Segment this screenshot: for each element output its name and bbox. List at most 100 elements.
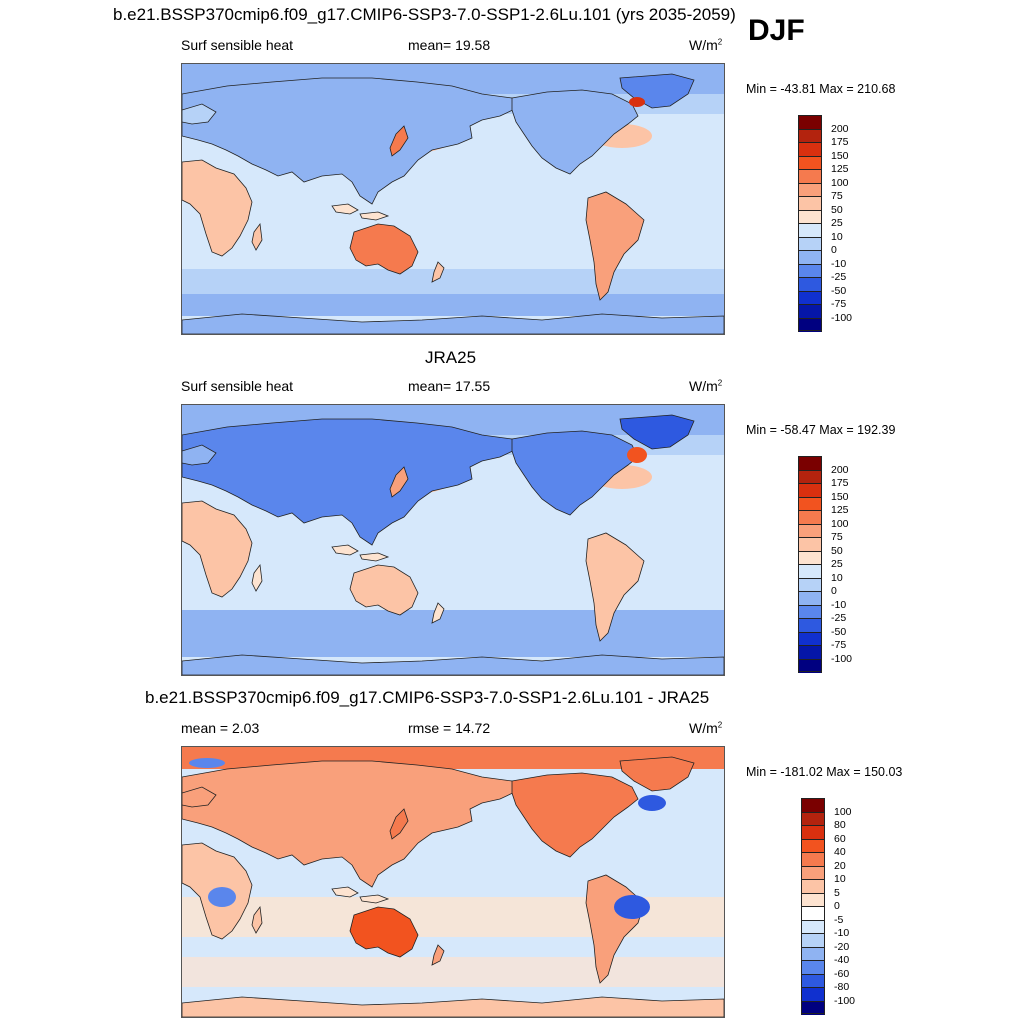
landmass-nz [431, 261, 445, 283]
field-label-obs: Surf sensible heat [181, 378, 294, 394]
minmax-label-model: Min = -43.81 Max = 210.68 [746, 82, 896, 96]
colorbar-tick-label: 200 [831, 122, 849, 135]
colorbar-tick-label: -10 [831, 257, 847, 270]
landmass-indonesia [331, 203, 390, 221]
colorbar-tick-label: 150 [831, 149, 849, 162]
units-label-obs: W/m2 [689, 378, 723, 394]
units-label-model: W/m2 [689, 37, 723, 53]
landmass-eurasia [182, 418, 518, 546]
landmass-europe [182, 103, 217, 125]
southern-ocean-band [182, 610, 724, 635]
landmass-madagascar [251, 222, 263, 251]
colorbar-swatch [801, 879, 825, 893]
map-canvas-obs [182, 405, 724, 675]
landmass-africa [182, 159, 253, 257]
colorbar-swatch [801, 865, 825, 880]
map-canvas-diff [182, 747, 724, 1017]
colorbar-swatch [798, 290, 822, 305]
colorbar-swatch [798, 591, 822, 605]
colorbar-tick-label: 0 [831, 244, 837, 256]
labrador-hotspot [627, 447, 647, 463]
labrador-hotspot [629, 97, 645, 107]
colorbar-swatch [801, 811, 825, 826]
colorbar-swatch [798, 236, 822, 251]
colorbar-tick-label: -25 [831, 271, 847, 283]
landmass-europe [182, 786, 217, 808]
colorbar-swatch [798, 604, 822, 619]
landmass-namerica [511, 772, 639, 858]
colorbar-swatch [801, 946, 825, 961]
southern-ocean-band [182, 957, 724, 987]
colorbar-swatch [801, 852, 825, 866]
landmass-madagascar [251, 563, 263, 592]
colorbar-swatch [801, 987, 825, 1001]
colorbar-swatch [798, 483, 822, 497]
colorbar-tick-label: -100 [831, 652, 853, 665]
season-label: DJF [748, 14, 805, 47]
colorbar-swatch [798, 196, 822, 210]
colorbar-tick-label: -80 [834, 981, 850, 993]
colorbar-tick-label: 100 [831, 176, 849, 189]
landmass-greenland [619, 756, 695, 792]
landmass-indonesia [331, 544, 390, 562]
colorbar-swatch [798, 496, 822, 511]
landmass-japan [389, 808, 409, 840]
colorbar-swatch [798, 658, 822, 673]
colorbar-tick-label: -75 [831, 298, 847, 310]
colorbar-swatch [798, 456, 822, 470]
colorbar-tick-label: 0 [834, 900, 840, 912]
map-model [181, 63, 725, 335]
panel-title-obs: JRA25 [425, 348, 477, 367]
minmax-label-obs: Min = -58.47 Max = 192.39 [746, 423, 896, 437]
colorbar-swatch [798, 155, 822, 170]
colorbar-swatch [798, 523, 822, 538]
colorbar-tick-label: 50 [831, 203, 843, 216]
landmass-nz [431, 602, 445, 624]
colorbar-tick-label: 50 [831, 544, 843, 557]
map-canvas-model [182, 64, 724, 334]
colorbar-tick-label: 10 [831, 571, 843, 584]
colorbar-tick-label: 25 [831, 217, 843, 229]
colorbar-tick-label: 175 [831, 136, 849, 148]
southern-ocean-band [182, 294, 724, 316]
colorbar-tick-label: 25 [831, 558, 843, 570]
panel-title-model: b.e21.BSSP370cmip6.f09_g17.CMIP6-SSP3-7.… [113, 5, 736, 24]
landmass-samerica [585, 191, 645, 301]
colorbar-tick-label: -60 [834, 967, 850, 980]
colorbar-swatch [798, 550, 822, 565]
landmass-australia [349, 223, 419, 275]
arctic-negative-anomaly [189, 758, 225, 768]
field-label-model: Surf sensible heat [181, 37, 294, 53]
colorbar-tick-label: 80 [834, 819, 846, 831]
colorbar-tick-label: 5 [834, 886, 840, 899]
landmass-japan [389, 125, 409, 157]
colorbar-swatch [801, 973, 825, 988]
colorbar-tick-label: 175 [831, 477, 849, 489]
colorbar-tick-label: 60 [834, 832, 846, 845]
colorbar-swatch [798, 564, 822, 578]
landmass-antarctica [182, 313, 724, 334]
colorbar-tick-label: 10 [834, 873, 846, 885]
colorbar-swatch [798, 142, 822, 156]
colorbar-tick-label: -100 [834, 994, 856, 1007]
colorbar-swatch [798, 510, 822, 524]
colorbar-swatch [798, 209, 822, 224]
colorbar-swatch [801, 1000, 825, 1015]
colorbar-swatch [798, 250, 822, 264]
landmass-eurasia [182, 760, 518, 888]
colorbar-swatch [801, 838, 825, 853]
colorbar-swatch [798, 128, 822, 143]
labrador-negative-anomaly [638, 795, 666, 811]
colorbar-swatch [801, 933, 825, 947]
colorbar-swatch [798, 277, 822, 291]
colorbar-tick-label: 150 [831, 490, 849, 503]
colorbar-tick-label: 0 [831, 585, 837, 597]
colorbar-tick-label: 125 [831, 504, 849, 516]
landmass-indonesia [331, 886, 390, 904]
colorbar-tick-label: -5 [834, 913, 844, 926]
colorbar-tick-label: -75 [831, 639, 847, 651]
colorbar-swatch [798, 115, 822, 129]
colorbar-tick-label: 100 [834, 805, 852, 818]
colorbar-swatch [798, 263, 822, 278]
colorbar-tick-label: 75 [831, 531, 843, 543]
